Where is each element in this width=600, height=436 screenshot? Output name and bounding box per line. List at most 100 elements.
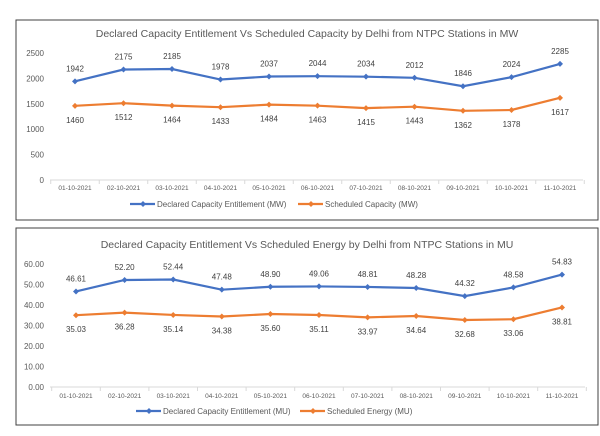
data-point [217, 76, 224, 83]
data-label: 48.90 [260, 270, 281, 279]
data-point [364, 314, 371, 321]
data-point [267, 283, 274, 290]
data-label: 35.60 [260, 324, 281, 333]
data-point [411, 103, 418, 110]
y-tick-label: 0.00 [28, 383, 44, 392]
x-tick-label: 02-10-2021 [108, 393, 142, 400]
data-point [121, 309, 128, 316]
x-tick-label: 11-10-2021 [544, 185, 577, 192]
data-point [461, 317, 468, 324]
y-tick-label: 500 [31, 151, 45, 160]
data-label: 35.14 [163, 325, 184, 334]
data-label: 1846 [454, 69, 472, 78]
data-label: 49.06 [309, 269, 330, 278]
data-label: 1433 [212, 117, 230, 126]
data-label: 1362 [454, 121, 472, 130]
data-label: 34.38 [212, 327, 233, 336]
data-label: 1463 [309, 116, 327, 125]
data-label: 1617 [551, 108, 569, 117]
x-tick-label: 05-10-2021 [252, 185, 286, 192]
data-point [314, 73, 321, 80]
legend-marker [308, 201, 314, 207]
data-label: 2185 [163, 52, 181, 61]
data-label: 2037 [260, 60, 278, 69]
data-point [316, 283, 322, 290]
data-label: 34.64 [406, 326, 427, 335]
data-label: 54.83 [552, 258, 573, 267]
x-tick-label: 07-10-2021 [349, 185, 383, 192]
data-label: 1378 [503, 120, 521, 129]
x-tick-label: 05-10-2021 [254, 393, 288, 400]
data-label: 1460 [66, 116, 84, 125]
data-label: 32.68 [455, 330, 476, 339]
data-label: 46.61 [66, 274, 87, 283]
x-tick-label: 08-10-2021 [398, 185, 432, 192]
x-tick-label: 01-10-2021 [59, 393, 93, 400]
data-label: 2034 [357, 60, 375, 69]
data-point [72, 78, 78, 85]
data-label: 48.58 [503, 270, 524, 279]
legend-entry: Declared Capacity Entitlement (MU) [163, 407, 291, 416]
x-tick-label: 11-10-2021 [546, 393, 579, 400]
data-label: 52.20 [115, 263, 136, 272]
x-tick-label: 04-10-2021 [205, 393, 239, 400]
data-point [72, 102, 78, 109]
data-label: 35.11 [309, 325, 329, 334]
data-point [460, 107, 466, 114]
data-point [170, 276, 177, 283]
data-point [169, 66, 175, 73]
data-point [557, 94, 563, 101]
y-tick-label: 0 [40, 176, 45, 185]
legend-marker [146, 408, 152, 414]
data-point [266, 73, 272, 80]
data-point [411, 74, 418, 81]
data-label: 2285 [551, 47, 569, 56]
legend-marker [140, 201, 146, 207]
data-label: 44.32 [455, 279, 476, 288]
legend-entry: Scheduled Energy (MU) [327, 407, 413, 416]
x-tick-label: 01-10-2021 [58, 185, 92, 192]
data-point [364, 283, 371, 290]
data-label: 48.28 [406, 271, 427, 280]
y-tick-label: 1000 [26, 125, 44, 134]
chart-1: Declared Capacity Entitlement Vs Schedul… [15, 19, 599, 221]
data-point [267, 311, 274, 318]
data-label: 52.44 [163, 262, 184, 271]
y-tick-label: 2500 [26, 49, 44, 58]
data-point [316, 312, 322, 319]
data-point [559, 304, 565, 311]
data-point [73, 312, 79, 319]
data-label: 2044 [309, 59, 327, 68]
data-label: 2012 [406, 61, 424, 70]
data-label: 1512 [115, 113, 133, 122]
data-point [508, 74, 515, 81]
data-point [461, 293, 468, 300]
data-point [510, 284, 517, 291]
x-tick-label: 06-10-2021 [302, 393, 336, 400]
data-point [460, 83, 466, 90]
x-tick-label: 10-10-2021 [497, 393, 531, 400]
x-tick-label: 08-10-2021 [400, 393, 434, 400]
y-tick-label: 40.00 [24, 301, 45, 310]
data-point [413, 285, 420, 292]
data-point [169, 102, 175, 109]
data-point [266, 101, 272, 108]
x-tick-label: 06-10-2021 [301, 185, 335, 192]
y-tick-label: 1500 [26, 100, 44, 109]
data-label: 1978 [212, 63, 230, 72]
chart-border [15, 19, 599, 221]
y-tick-label: 2000 [26, 74, 44, 83]
data-point [510, 316, 517, 323]
legend-marker [310, 408, 316, 414]
x-tick-label: 07-10-2021 [351, 393, 385, 400]
legend-entry: Declared Capacity Entitlement (MW) [157, 200, 287, 209]
data-point [363, 105, 369, 112]
data-point [120, 66, 127, 73]
data-label: 1942 [66, 64, 84, 73]
data-label: 47.48 [212, 273, 233, 282]
data-point [363, 73, 369, 80]
data-point [218, 313, 225, 320]
data-label: 1484 [260, 115, 278, 124]
y-tick-label: 50.00 [24, 281, 45, 290]
